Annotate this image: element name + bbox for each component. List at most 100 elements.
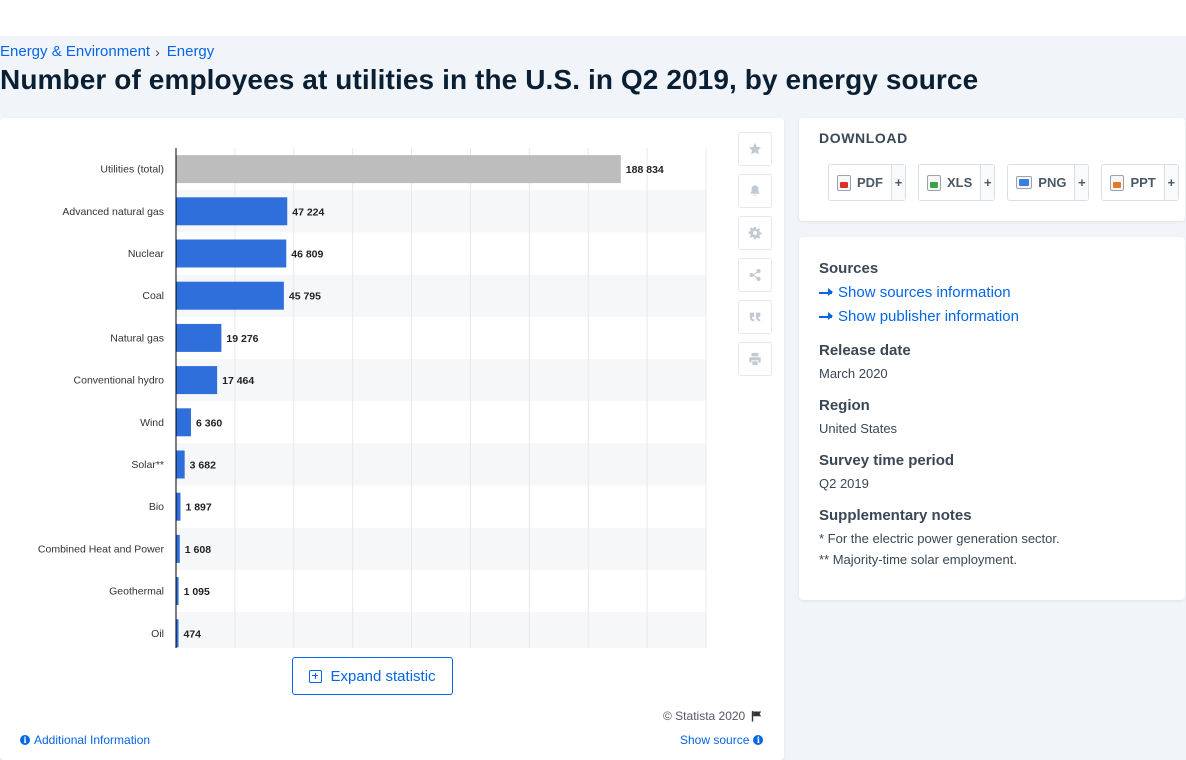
download-png-plus[interactable]: +	[1074, 165, 1089, 200]
download-ppt-plus[interactable]: +	[1163, 165, 1178, 200]
gear-icon	[748, 226, 762, 240]
category-label: Natural gas	[110, 332, 164, 344]
show-source-link[interactable]: Show source i	[680, 733, 764, 747]
survey-period-heading: Survey time period	[819, 452, 955, 469]
category-label: Advanced natural gas	[62, 206, 164, 218]
download-pdf-label: PDF	[857, 175, 883, 190]
ppt-file-icon	[1110, 174, 1125, 191]
download-pdf-button[interactable]: PDF +	[828, 164, 906, 201]
settings-button[interactable]	[738, 216, 772, 250]
supplementary-note-2: ** Majority-time solar employment.	[819, 552, 1017, 567]
bar-chart: Utilities (total) 188 834 Advanced natural…	[38, 148, 707, 648]
value-label: 46 809	[291, 249, 323, 261]
category-label: Solar**	[131, 459, 164, 471]
category-label: Wind	[140, 417, 164, 429]
row-stripe	[176, 527, 706, 570]
value-label: 474	[184, 628, 202, 640]
download-xls-plus[interactable]: +	[980, 165, 995, 200]
show-publisher-label: Show publisher information	[838, 308, 1019, 325]
copyright: © Statista 2020	[663, 709, 763, 723]
chart-card: Utilities (total) 188 834 Advanced natural…	[0, 118, 784, 760]
show-sources-label: Show sources information	[838, 284, 1011, 301]
category-label: Oil	[151, 628, 164, 640]
value-label: 188 834	[626, 164, 664, 176]
value-label: 1 095	[184, 586, 210, 598]
additional-information-link[interactable]: i Additional Information	[20, 733, 150, 747]
quote-icon	[749, 312, 761, 322]
bar	[176, 408, 191, 437]
download-card: DOWNLOAD PDF + XLS + PNG + PPT +	[799, 118, 1185, 221]
bar	[176, 155, 621, 184]
info-icon: i	[20, 735, 30, 745]
flag-icon[interactable]	[751, 710, 763, 722]
download-xls-label: XLS	[947, 175, 973, 190]
release-date-heading: Release date	[819, 342, 911, 359]
survey-period-value: Q2 2019	[819, 476, 869, 491]
top-bar	[0, 0, 1186, 36]
bell-icon	[750, 185, 760, 196]
category-label: Utilities (total)	[100, 164, 164, 176]
region-value: United States	[819, 421, 898, 436]
favorite-button[interactable]	[738, 132, 772, 166]
bar	[176, 366, 218, 395]
value-label: 17 464	[222, 375, 254, 387]
download-buttons: PDF + XLS + PNG + PPT +	[828, 164, 1179, 201]
share-button[interactable]	[738, 258, 772, 292]
info-icon: i	[753, 735, 764, 745]
notification-button[interactable]	[738, 174, 772, 208]
row-stripe	[176, 612, 706, 648]
category-label: Coal	[142, 290, 164, 302]
category-label: Geothermal	[109, 586, 164, 598]
value-label: 19 276	[226, 333, 258, 345]
expand-statistic-button[interactable]: Expand statistic	[292, 657, 453, 695]
show-source-label: Show source	[680, 733, 750, 747]
value-label: 47 224	[292, 206, 324, 218]
download-png-button[interactable]: PNG +	[1007, 164, 1090, 201]
value-label: 1 897	[185, 502, 211, 514]
breadcrumb-separator: ›	[155, 43, 160, 60]
expand-statistic-label: Expand statistic	[330, 667, 436, 685]
bar	[176, 239, 287, 268]
additional-information-label: Additional Information	[34, 733, 151, 747]
category-label: Bio	[149, 501, 164, 513]
breadcrumb-link-energy-environment[interactable]: Energy & Environment	[0, 43, 151, 60]
bar	[176, 577, 179, 606]
category-label: Conventional hydro	[74, 375, 165, 387]
cite-button[interactable]	[738, 300, 772, 334]
bar	[176, 534, 180, 563]
breadcrumb-link-energy[interactable]: Energy	[166, 43, 215, 60]
star-icon	[748, 142, 762, 155]
value-label: 3 682	[190, 460, 216, 472]
share-icon	[749, 269, 761, 281]
bar	[176, 619, 179, 648]
download-png-label: PNG	[1038, 175, 1067, 190]
supplementary-note-1: * For the electric power generation sect…	[819, 531, 1060, 546]
arrow-right-icon	[819, 312, 833, 320]
statistic-details-card: Sources Show sources information Show pu…	[799, 237, 1185, 600]
expand-icon	[309, 669, 323, 683]
chart-toolbar	[738, 132, 772, 376]
row-stripe	[176, 359, 706, 402]
bar	[176, 323, 222, 352]
release-date-value: March 2020	[819, 366, 888, 381]
supplementary-notes-heading: Supplementary notes	[819, 507, 972, 524]
bar	[176, 450, 185, 479]
page-title: Number of employees at utilities in the …	[0, 64, 979, 95]
category-label: Combined Heat and Power	[38, 543, 165, 555]
xls-file-icon	[927, 174, 941, 191]
category-label: Nuclear	[128, 248, 165, 260]
print-button[interactable]	[738, 342, 772, 376]
bar	[176, 281, 284, 310]
download-ppt-button[interactable]: PPT +	[1101, 164, 1179, 201]
pdf-file-icon	[837, 174, 851, 191]
print-icon	[749, 352, 761, 366]
bar	[176, 492, 181, 521]
row-stripe	[176, 443, 706, 486]
download-pdf-plus[interactable]: +	[891, 165, 905, 200]
download-ppt-label: PPT	[1130, 175, 1156, 190]
download-xls-button[interactable]: XLS +	[918, 164, 996, 201]
breadcrumb: Energy & Environment › Energy	[0, 43, 214, 60]
show-sources-link[interactable]: Show sources information	[819, 284, 1011, 301]
arrow-right-icon	[819, 288, 833, 296]
show-publisher-link[interactable]: Show publisher information	[819, 308, 1019, 325]
